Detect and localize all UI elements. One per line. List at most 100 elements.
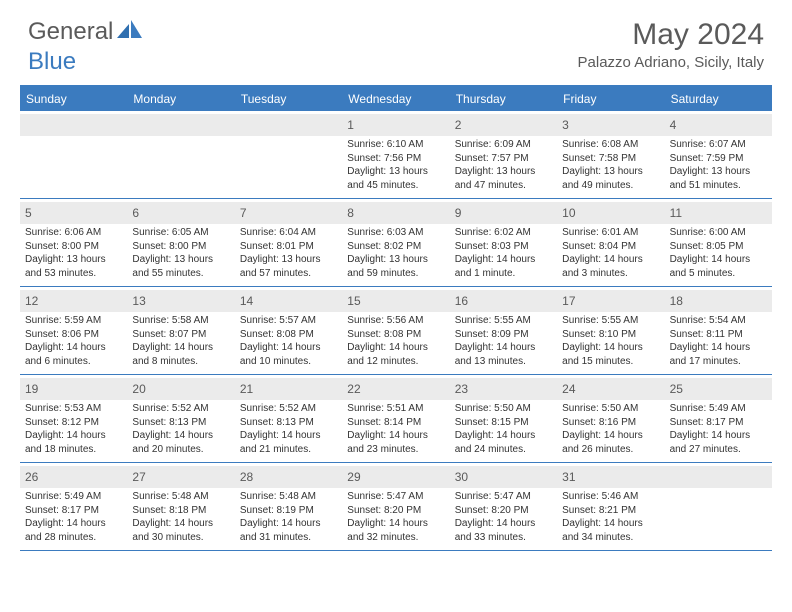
daylight-text: Daylight: 14 hours and 12 minutes.: [347, 341, 444, 368]
calendar-day: 8 Sunrise: 6:03 AMSunset: 8:02 PMDaylight…: [342, 199, 449, 286]
daylight-text: Daylight: 14 hours and 18 minutes.: [25, 429, 122, 456]
day-number: 30: [455, 470, 468, 484]
sunset-text: Sunset: 8:12 PM: [25, 416, 122, 430]
weekday-header: Monday: [127, 87, 234, 111]
sunrise-text: Sunrise: 5:50 AM: [562, 402, 659, 416]
sunrise-text: Sunrise: 5:49 AM: [25, 490, 122, 504]
day-info: Sunrise: 5:49 AMSunset: 8:17 PMDaylight:…: [25, 490, 122, 544]
calendar-day: 17 Sunrise: 5:55 AMSunset: 8:10 PMDayligh…: [557, 287, 664, 374]
sunrise-text: Sunrise: 5:49 AM: [670, 402, 767, 416]
calendar-day: 21Sunrise: 5:52 AMSunset: 8:13 PMDayligh…: [235, 375, 342, 462]
day-number-bar: 16: [450, 290, 557, 312]
sunset-text: Sunset: 8:14 PM: [347, 416, 444, 430]
header: General May 2024 Palazzo Adriano, Sicily…: [0, 0, 792, 79]
day-number-bar: 23: [450, 378, 557, 400]
daylight-text: Daylight: 14 hours and 6 minutes.: [25, 341, 122, 368]
calendar-body: 0001Sunrise: 6:10 AMSunset: 7:56 PMDayli…: [20, 111, 772, 551]
sunset-text: Sunset: 7:57 PM: [455, 152, 552, 166]
sunrise-text: Sunrise: 5:59 AM: [25, 314, 122, 328]
day-number: 19: [25, 382, 38, 396]
day-number-bar: 21: [235, 378, 342, 400]
day-number: 1: [347, 118, 354, 132]
calendar-day: 26Sunrise: 5:49 AMSunset: 8:17 PMDayligh…: [20, 463, 127, 550]
calendar-week: 12Sunrise: 5:59 AMSunset: 8:06 PMDayligh…: [20, 287, 772, 375]
calendar-day: 31Sunrise: 5:46 AMSunset: 8:21 PMDayligh…: [557, 463, 664, 550]
daylight-text: Daylight: 13 hours and 59 minutes.: [347, 253, 444, 280]
sunset-text: Sunset: 8:00 PM: [132, 240, 229, 254]
sunset-text: Sunset: 8:06 PM: [25, 328, 122, 342]
sunrise-text: Sunrise: 5:58 AM: [132, 314, 229, 328]
day-number-bar: 11: [665, 202, 772, 224]
sunrise-text: Sunrise: 5:52 AM: [132, 402, 229, 416]
sunset-text: Sunset: 7:59 PM: [670, 152, 767, 166]
sunset-text: Sunset: 7:56 PM: [347, 152, 444, 166]
day-info: Sunrise: 5:55 AMSunset: 8:10 PMDaylight:…: [562, 314, 659, 368]
sunset-text: Sunset: 8:07 PM: [132, 328, 229, 342]
day-number-bar: 24: [557, 378, 664, 400]
calendar-day: 24Sunrise: 5:50 AMSunset: 8:16 PMDayligh…: [557, 375, 664, 462]
calendar-day: 15Sunrise: 5:56 AMSunset: 8:08 PMDayligh…: [342, 287, 449, 374]
sunset-text: Sunset: 8:11 PM: [670, 328, 767, 342]
sunrise-text: Sunrise: 5:57 AM: [240, 314, 337, 328]
sunrise-text: Sunrise: 5:48 AM: [240, 490, 337, 504]
sunrise-text: Sunrise: 5:54 AM: [670, 314, 767, 328]
day-number-bar: 26: [20, 466, 127, 488]
daylight-text: Daylight: 13 hours and 53 minutes.: [25, 253, 122, 280]
daylight-text: Daylight: 14 hours and 30 minutes.: [132, 517, 229, 544]
daylight-text: Daylight: 13 hours and 55 minutes.: [132, 253, 229, 280]
day-number-bar: 14: [235, 290, 342, 312]
day-number-bar: 5: [20, 202, 127, 224]
sunrise-text: Sunrise: 5:47 AM: [455, 490, 552, 504]
day-info: Sunrise: 6:07 AMSunset: 7:59 PMDaylight:…: [670, 138, 767, 192]
sunset-text: Sunset: 8:03 PM: [455, 240, 552, 254]
logo-text-blue: Blue: [28, 48, 76, 75]
calendar-day: 1Sunrise: 6:10 AMSunset: 7:56 PMDaylight…: [342, 111, 449, 198]
sunrise-text: Sunrise: 6:03 AM: [347, 226, 444, 240]
weekday-header: Tuesday: [235, 87, 342, 111]
day-info: Sunrise: 6:00 AMSunset: 8:05 PMDaylight:…: [670, 226, 767, 280]
day-number-bar: 30: [450, 466, 557, 488]
day-number: 12: [25, 294, 38, 308]
daylight-text: Daylight: 14 hours and 21 minutes.: [240, 429, 337, 456]
day-number: 21: [240, 382, 253, 396]
sunset-text: Sunset: 8:05 PM: [670, 240, 767, 254]
weekday-header: Friday: [557, 87, 664, 111]
calendar-week: 0001Sunrise: 6:10 AMSunset: 7:56 PMDayli…: [20, 111, 772, 199]
day-info: Sunrise: 6:04 AMSunset: 8:01 PMDaylight:…: [240, 226, 337, 280]
calendar-day: 6Sunrise: 6:05 AMSunset: 8:00 PMDaylight…: [127, 199, 234, 286]
day-info: Sunrise: 5:50 AMSunset: 8:16 PMDaylight:…: [562, 402, 659, 456]
day-number-bar: 28: [235, 466, 342, 488]
sunrise-text: Sunrise: 6:05 AM: [132, 226, 229, 240]
day-number: 18: [670, 294, 683, 308]
day-info: Sunrise: 5:53 AMSunset: 8:12 PMDaylight:…: [25, 402, 122, 456]
daylight-text: Daylight: 14 hours and 26 minutes.: [562, 429, 659, 456]
day-info: Sunrise: 5:51 AMSunset: 8:14 PMDaylight:…: [347, 402, 444, 456]
day-number: 28: [240, 470, 253, 484]
day-number: 22: [347, 382, 360, 396]
day-number: 27: [132, 470, 145, 484]
calendar-day: 4 Sunrise: 6:07 AMSunset: 7:59 PMDaylight…: [665, 111, 772, 198]
sunset-text: Sunset: 8:02 PM: [347, 240, 444, 254]
daylight-text: Daylight: 14 hours and 33 minutes.: [455, 517, 552, 544]
sunrise-text: Sunrise: 6:02 AM: [455, 226, 552, 240]
daylight-text: Daylight: 14 hours and 32 minutes.: [347, 517, 444, 544]
daylight-text: Daylight: 14 hours and 20 minutes.: [132, 429, 229, 456]
day-info: Sunrise: 6:03 AMSunset: 8:02 PMDaylight:…: [347, 226, 444, 280]
sunset-text: Sunset: 8:10 PM: [562, 328, 659, 342]
location-subtitle: Palazzo Adriano, Sicily, Italy: [578, 54, 764, 71]
day-number: 23: [455, 382, 468, 396]
day-number-bar: 20: [127, 378, 234, 400]
day-number: 17: [562, 294, 575, 308]
day-number: 4: [670, 118, 677, 132]
daylight-text: Daylight: 13 hours and 57 minutes.: [240, 253, 337, 280]
weekday-header: Sunday: [20, 87, 127, 111]
calendar-day: 5Sunrise: 6:06 AMSunset: 8:00 PMDaylight…: [20, 199, 127, 286]
day-number: 15: [347, 294, 360, 308]
day-info: Sunrise: 5:47 AMSunset: 8:20 PMDaylight:…: [455, 490, 552, 544]
calendar-day: 27Sunrise: 5:48 AMSunset: 8:18 PMDayligh…: [127, 463, 234, 550]
day-number-bar: 19: [20, 378, 127, 400]
day-info: Sunrise: 5:54 AMSunset: 8:11 PMDaylight:…: [670, 314, 767, 368]
day-number: 8: [347, 206, 354, 220]
sunrise-text: Sunrise: 5:55 AM: [562, 314, 659, 328]
logo: General: [28, 18, 145, 46]
